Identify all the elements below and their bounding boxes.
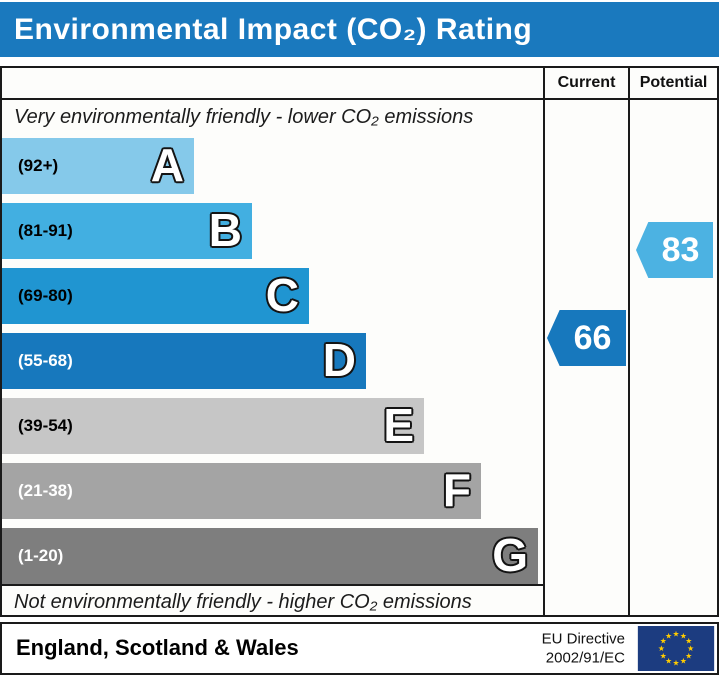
svg-text:★: ★ [672,629,679,638]
current-column-divider [543,68,545,615]
band-letter: F [442,464,471,516]
svg-text:★: ★ [680,657,687,666]
current-rating-value: 66 [573,319,612,357]
svg-text:★: ★ [685,637,692,646]
band-row-d: (55-68) D [2,333,366,389]
eu-directive-label: EU Directive 2002/91/EC [542,629,625,668]
current-rating-pointer: 66 [547,310,626,366]
svg-text:★: ★ [665,657,672,666]
eu-flag-stars: ★ ★ ★ ★ ★ ★ ★ ★ ★ ★ ★ ★ [658,629,694,667]
eu-directive-line2: 2002/91/EC [545,649,625,667]
band-range-label: (39-54) [18,416,73,435]
bottom-note-divider [2,584,543,586]
potential-rating-pointer: 83 [636,222,713,278]
band-range-label: (21-38) [18,481,73,500]
eu-flag-icon: ★ ★ ★ ★ ★ ★ ★ ★ ★ ★ ★ ★ [637,626,715,671]
chart-title: Environmental Impact (CO₂) Rating [14,13,533,46]
footer-bar: England, Scotland & Wales EU Directive 2… [0,622,719,675]
eu-flag-background [637,626,715,671]
band-range-label: (69-80) [18,286,73,305]
svg-text:★: ★ [660,651,667,660]
svg-text:★: ★ [660,637,667,646]
svg-text:★: ★ [672,659,679,668]
svg-text:★: ★ [687,644,694,653]
band-row-a: (92+) A [2,138,194,194]
band-row-e: (39-54) E [2,398,424,454]
current-column-header: Current [557,74,616,91]
chart-title-banner: Environmental Impact (CO₂) Rating [0,2,719,57]
svg-text:★: ★ [680,631,687,640]
band-range-label: (81-91) [18,221,73,240]
eu-directive-line1: EU Directive [541,630,625,647]
header-row-divider [2,98,717,100]
band-range-label: (55-68) [18,351,73,370]
svg-text:★: ★ [685,651,692,660]
band-row-f: (21-38) F [2,463,481,519]
band-letter: C [265,269,299,321]
band-row-b: (81-91) B [2,203,252,259]
region-label: England, Scotland & Wales [16,635,299,660]
svg-text:★: ★ [665,631,672,640]
band-range-label: (92+) [18,156,59,175]
band-letter: D [322,334,356,386]
top-note: Very environmentally friendly - lower CO… [14,106,474,128]
band-letter: G [492,529,528,581]
potential-column-header: Potential [639,74,708,91]
potential-rating-value: 83 [661,231,700,269]
band-row-g: (1-20) G [2,528,538,584]
band-letter: B [208,204,242,256]
band-row-c: (69-80) C [2,268,309,324]
band-letter: A [150,139,184,191]
rating-table: Current Potential Very environmentally f… [0,66,719,617]
svg-text:★: ★ [658,644,665,653]
band-range-label: (1-20) [18,546,64,565]
band-letter: E [383,399,414,451]
bottom-note: Not environmentally friendly - higher CO… [14,591,472,613]
potential-column-divider [628,68,630,615]
